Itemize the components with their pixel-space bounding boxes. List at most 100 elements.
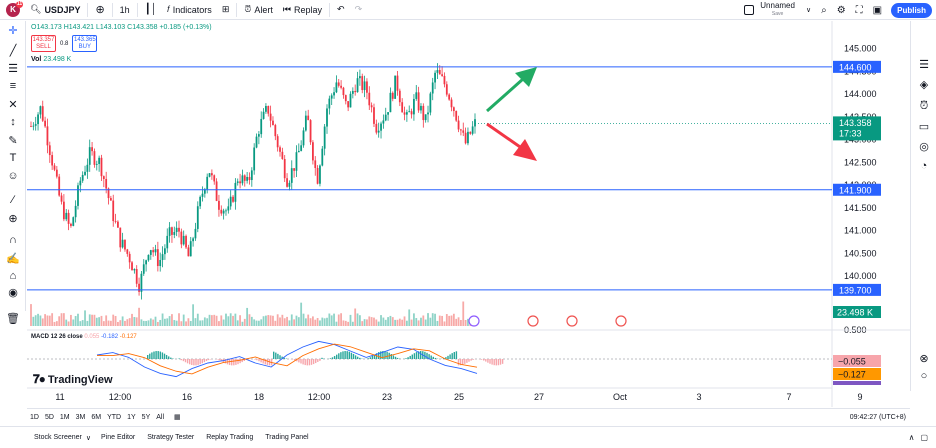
symbol-search[interactable]: 🔍︎ USDJPY xyxy=(25,0,85,20)
brush-icon[interactable]: ✎ xyxy=(8,134,18,147)
candle-body xyxy=(119,227,122,248)
volume-bar xyxy=(93,314,96,326)
settings-button[interactable]: ⚙︎ xyxy=(832,0,851,20)
volume-bar xyxy=(288,320,291,326)
signal-icon[interactable]: ◔ xyxy=(920,160,928,172)
help-icon[interactable]: ⊗ xyxy=(919,352,929,365)
projection-icon[interactable]: ↕ xyxy=(10,116,16,128)
replay-button[interactable]: ⏮︎ Replay xyxy=(278,0,327,20)
candle-body xyxy=(347,101,350,108)
candle-body xyxy=(229,196,232,207)
maximize-icon[interactable]: ▢ xyxy=(920,433,928,442)
buy-button[interactable]: 143.365 BUY xyxy=(72,35,98,52)
range-1d[interactable]: 1D xyxy=(30,413,39,421)
candle-body xyxy=(74,205,77,218)
horizontal-lines-icon[interactable]: ☰ xyxy=(8,62,18,75)
layout-menu-button[interactable]: ∨ xyxy=(801,0,816,20)
range-3m[interactable]: 3M xyxy=(75,413,86,421)
volume-bar xyxy=(58,316,61,326)
ruler-icon[interactable]: ∕ xyxy=(12,194,14,206)
magnet-icon[interactable]: ∩ xyxy=(9,234,17,246)
tab-pine-editor[interactable]: Pine Editor xyxy=(100,434,136,441)
candle-body xyxy=(290,168,293,183)
layers-icon[interactable]: ◈ xyxy=(919,78,929,91)
snapshot-button[interactable]: ▣ xyxy=(868,0,887,20)
tab-trading-panel[interactable]: Trading Panel xyxy=(265,434,309,441)
sell-button[interactable]: 143.357 SELL xyxy=(31,35,56,52)
lock-draw-icon[interactable]: ✍ xyxy=(6,252,20,265)
tab-replay-trading[interactable]: Replay Trading xyxy=(206,434,254,441)
alert-button[interactable]: ⏰︎ Alert xyxy=(239,0,278,20)
compare-symbol-button[interactable]: ⊕ xyxy=(90,0,109,20)
interval-button[interactable]: 1h xyxy=(115,0,135,20)
layout-checkbox[interactable] xyxy=(744,5,755,15)
range-5y[interactable]: 5Y xyxy=(141,413,151,421)
macd-axis-label: −0.127 xyxy=(838,370,866,380)
candle-body xyxy=(93,151,96,165)
range-all[interactable]: All xyxy=(156,413,165,421)
candle-body xyxy=(464,132,467,144)
chart-type-button[interactable]: ┃│ xyxy=(140,0,162,20)
pattern-icon[interactable]: ✕ xyxy=(8,98,18,111)
macd-hist-bar xyxy=(468,359,470,362)
ideas-icon[interactable]: ◎ xyxy=(919,140,929,153)
eye-icon[interactable]: ◉ xyxy=(8,286,18,299)
volume-bar xyxy=(166,318,169,326)
text-icon[interactable]: T xyxy=(9,152,17,164)
collapse-icon[interactable]: ∧ xyxy=(908,433,915,442)
fib-icon[interactable]: ≡ xyxy=(9,80,17,92)
candle-body xyxy=(225,210,227,212)
candle-body xyxy=(156,249,159,267)
macd-hist-bar xyxy=(218,359,220,361)
range-6m[interactable]: 6M xyxy=(91,413,102,421)
volume-bar xyxy=(171,314,173,326)
undo-button[interactable]: ↶ xyxy=(332,0,350,20)
lock-icon[interactable]: ⌂ xyxy=(9,270,17,282)
quick-search-button[interactable]: ⌕ xyxy=(816,0,832,20)
templates-button[interactable]: ⊞ xyxy=(217,0,235,20)
redo-button[interactable]: ↷ xyxy=(350,0,368,20)
trend-line-icon[interactable]: ╱ xyxy=(9,44,17,57)
user-avatar[interactable]: K 11 xyxy=(6,0,23,17)
indicators-button[interactable]: 𝑓 Indicators xyxy=(162,0,217,20)
alarm-icon[interactable]: ⏰︎ xyxy=(919,99,929,112)
price-chart[interactable]: 145.000144.500144.000143.500143.000142.5… xyxy=(27,21,910,407)
chevron-down-icon[interactable]: ∨ xyxy=(85,434,91,442)
macd-hist-bar xyxy=(382,351,384,359)
macd-hist-bar xyxy=(390,354,392,359)
range-5d[interactable]: 5D xyxy=(44,413,54,421)
volume-bar xyxy=(88,314,91,326)
macd-hist-bar xyxy=(380,351,382,359)
candle-body xyxy=(117,221,119,228)
volume-bar xyxy=(248,314,251,326)
notifications-icon[interactable]: ○ xyxy=(920,370,928,382)
publish-button[interactable]: Publish xyxy=(891,2,932,18)
indicators-label: Indicators xyxy=(172,4,212,15)
zoom-in-icon[interactable]: ⊕ xyxy=(8,212,18,225)
watchlist-icon[interactable]: ☰ xyxy=(919,58,929,71)
macd-hist-bar xyxy=(178,358,180,359)
fullscreen-button[interactable]: ⛶ xyxy=(851,0,868,20)
tab-strategy-tester[interactable]: Strategy Tester xyxy=(147,434,195,441)
range-1y[interactable]: 1Y xyxy=(127,413,136,421)
layout-name-button[interactable]: Unnamed Save xyxy=(760,2,795,18)
volume-bar xyxy=(250,316,253,326)
macd-hist-bar xyxy=(189,359,191,365)
range-1m[interactable]: 1M xyxy=(59,413,70,421)
volume-bar xyxy=(32,316,35,326)
crosshair-icon[interactable]: ✛ xyxy=(8,24,18,37)
volume-bar xyxy=(218,321,220,326)
candle-body xyxy=(164,248,166,255)
volume-bar xyxy=(387,317,389,326)
emoji-icon[interactable]: ☺ xyxy=(7,170,19,182)
trash-icon[interactable]: 🗑︎ xyxy=(6,312,20,325)
candle-body xyxy=(55,169,58,177)
macd-hist-bar xyxy=(308,359,311,366)
chat-icon[interactable]: ▭ xyxy=(918,120,930,133)
goto-date-icon[interactable]: ▦ xyxy=(174,414,181,421)
tab-stock-screener[interactable]: Stock Screener xyxy=(34,434,82,441)
range-ytd[interactable]: YTD xyxy=(107,413,122,421)
candle-body xyxy=(126,249,129,254)
volume-bar xyxy=(450,315,453,326)
clock[interactable]: 09:42:27 (UTC+8) xyxy=(849,413,906,421)
